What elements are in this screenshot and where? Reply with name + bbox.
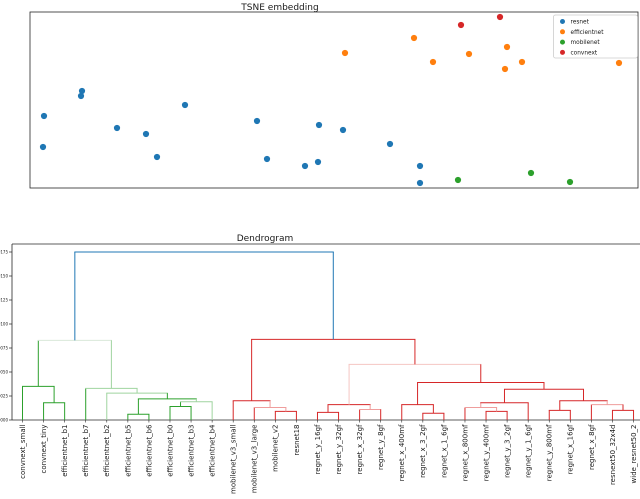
legend-box: [553, 14, 638, 59]
y-tick-label: 0.00025: [0, 394, 8, 399]
leaf-label-regnet_x_16gf: regnet_x_16gf: [567, 424, 575, 474]
leaf-label-convnext_small: convnext_small: [19, 424, 27, 478]
leaf-label-resnext50_32x4d: resnext50_32x4d: [609, 425, 617, 486]
scatter-point-resnet: [181, 101, 189, 109]
scatter-point-resnet: [40, 112, 48, 120]
legend-label-mobilenet: mobilenet: [571, 40, 601, 46]
tsne-title: TSNE embedding: [240, 3, 318, 13]
legend-swatch-mobilenet: [560, 39, 565, 45]
dendrogram-title: Dendrogram: [237, 234, 294, 244]
y-tick-label: 0.00050: [0, 370, 8, 375]
leaf-label-regnet_x_8gf: regnet_x_8gf: [588, 424, 596, 470]
scatter-point-resnet: [314, 158, 322, 166]
scatter-point-convnext: [457, 21, 465, 29]
y-tick-label: 0.00000: [0, 418, 8, 423]
leaf-label-regnet_y_32gf: regnet_y_32gf: [335, 424, 343, 474]
scatter-point-mobilenet: [527, 169, 535, 177]
scatter-point-convnext: [496, 13, 504, 21]
leaf-label-regnet_x_32gf: regnet_x_32gf: [356, 424, 364, 474]
scatter-point-efficientnet: [501, 65, 509, 73]
leaf-label-resnet18: resnet18: [293, 425, 301, 456]
y-tick-label: 0.00100: [0, 322, 8, 327]
tsne-plot: resnet efficientnet mobilenet convnext: [29, 11, 639, 189]
scatter-point-resnet: [263, 155, 271, 163]
leaf-label-regnet_x_3_2gf: regnet_x_3_2gf: [419, 424, 427, 478]
leaf-label-efficientnet_b6: efficientnet_b6: [145, 424, 153, 477]
leaf-label-regnet_y_400mf: regnet_y_400mf: [482, 424, 490, 481]
scatter-point-resnet: [416, 179, 424, 187]
legend-swatch-convnext: [560, 49, 565, 55]
scatter-point-efficientnet: [341, 49, 349, 57]
leaf-label-efficientnet_b2: efficientnet_b2: [103, 425, 111, 477]
leaf-label-efficientnet_b3: efficientnet_b3: [187, 425, 195, 477]
legend-label-convnext: convnext: [571, 50, 598, 56]
leaf-label-convnext_tiny: convnext_tiny: [40, 425, 48, 474]
scatter-point-efficientnet: [465, 50, 473, 58]
scatter-point-mobilenet: [566, 178, 574, 186]
leaf-label-wide_resnet50_2: wide_resnet50_2: [630, 425, 638, 484]
leaf-label-efficientnet_b4: efficientnet_b4: [209, 424, 217, 477]
legend-label-resnet: resnet: [571, 20, 590, 26]
leaf-label-efficientnet_b0: efficientnet_b0: [166, 425, 174, 477]
scatter-point-efficientnet: [615, 59, 623, 67]
scatter-point-resnet: [78, 87, 86, 95]
y-tick-label: 0.00175: [0, 250, 8, 255]
leaf-label-regnet_x_800mf: regnet_x_800mf: [461, 424, 469, 481]
leaf-label-regnet_y_1_6gf: regnet_y_1_6gf: [525, 424, 533, 478]
scatter-point-resnet: [153, 153, 161, 161]
scatter-point-resnet: [416, 162, 424, 170]
scatter-point-resnet: [301, 162, 309, 170]
scatter-point-resnet: [315, 121, 323, 129]
leaf-label-regnet_y_800mf: regnet_y_800mf: [546, 424, 554, 481]
scatter-point-efficientnet: [410, 34, 418, 42]
scatter-point-efficientnet: [518, 58, 526, 66]
leaf-label-mobilenet_v3_small: mobilenet_v3_small: [230, 424, 238, 494]
scatter-point-resnet: [339, 126, 347, 134]
leaf-label-mobilenet_v2: mobilenet_v2: [272, 425, 280, 472]
leaf-label-regnet_y_16gf: regnet_y_16gf: [314, 424, 322, 474]
scatter-point-efficientnet: [503, 43, 511, 51]
leaf-label-efficientnet_b1: efficientnet_b1: [61, 425, 69, 477]
scatter-point-efficientnet: [429, 58, 437, 66]
scatter-point-mobilenet: [454, 176, 462, 184]
scatter-point-resnet: [253, 117, 261, 125]
leaf-label-regnet_x_400mf: regnet_x_400mf: [398, 424, 406, 481]
leaf-label-efficientnet_b7: efficientnet_b7: [82, 425, 90, 477]
scatter-point-resnet: [77, 92, 85, 100]
scatter-point-resnet: [386, 140, 394, 148]
legend-label-efficientnet: efficientnet: [571, 30, 605, 36]
tsne-axes-box: [29, 11, 639, 189]
leaf-label-regnet_y_3_2gf: regnet_y_3_2gf: [504, 424, 512, 478]
legend-swatch-efficientnet: [560, 29, 565, 35]
scatter-point-resnet: [142, 130, 150, 138]
legend-swatch-resnet: [560, 19, 565, 24]
scatter-point-resnet: [113, 124, 121, 132]
leaf-label-regnet_x_1_6gf: regnet_x_1_6gf: [440, 424, 448, 478]
y-tick-label: 0.00125: [0, 298, 8, 303]
leaf-label-regnet_y_8gf: regnet_y_8gf: [377, 424, 385, 470]
scatter-point-resnet: [39, 143, 47, 151]
y-tick-label: 0.00150: [0, 274, 8, 279]
leaf-label-mobilenet_v3_large: mobilenet_v3_large: [251, 425, 259, 494]
leaf-label-efficientnet_b5: efficientnet_b5: [124, 425, 132, 477]
